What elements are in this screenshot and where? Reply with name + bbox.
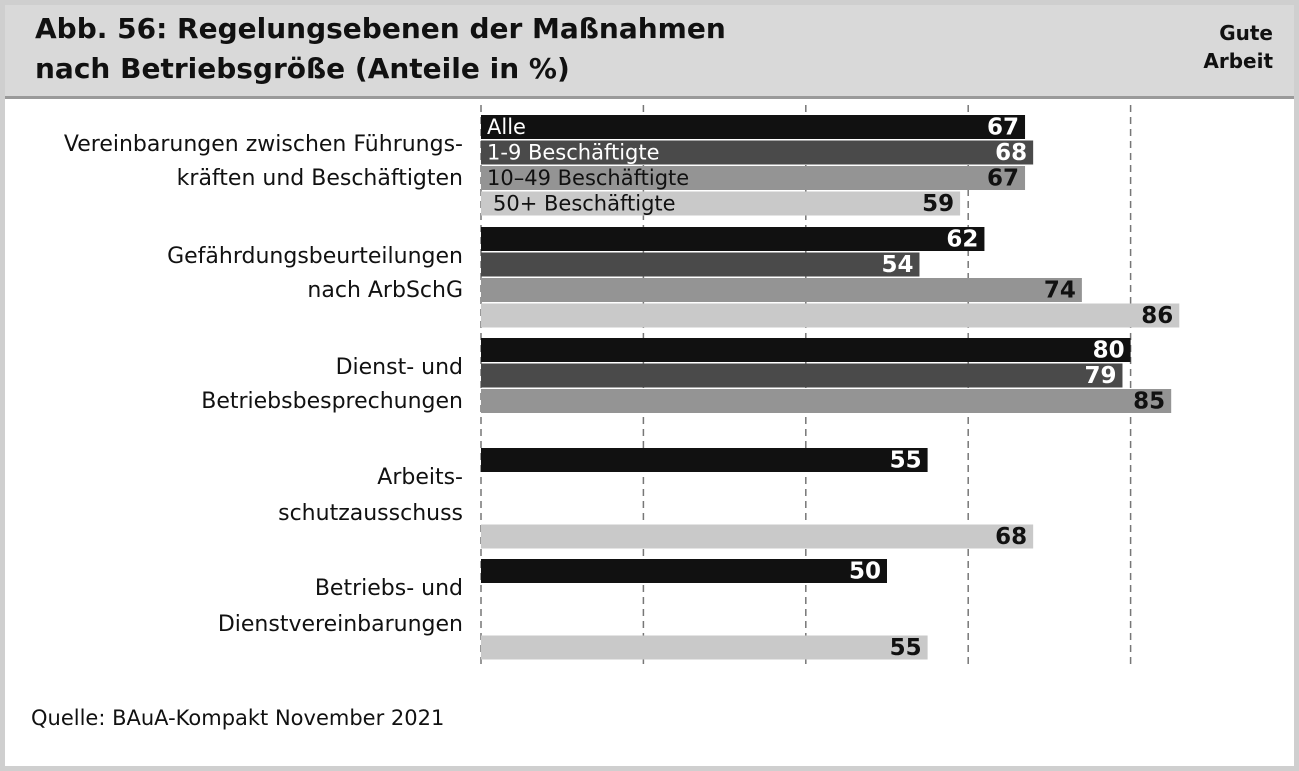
title-line-1: Abb. 56: Regelungsebenen der Maßnahmen <box>35 12 726 45</box>
logo-line-2: Arbeit <box>1203 49 1273 73</box>
data-label: 55 <box>890 448 922 474</box>
bar <box>481 191 961 216</box>
bar <box>481 227 985 251</box>
category-label: Arbeits- <box>377 465 463 490</box>
bar <box>481 524 1034 549</box>
bar <box>481 389 1172 413</box>
data-label: 68 <box>995 140 1027 166</box>
bar <box>481 303 1180 328</box>
gute-arbeit-logo: Gute Arbeit <box>1203 19 1273 75</box>
legend-label: Alle <box>487 115 526 139</box>
category-label: Betriebsbesprechungen <box>201 389 463 414</box>
title-line-2: nach Betriebsgröße (Anteile in %) <box>35 52 570 85</box>
category-label: Dienstvereinbarungen <box>218 612 463 637</box>
bar <box>481 252 920 277</box>
bar <box>481 278 1082 302</box>
bar <box>481 363 1123 388</box>
data-label: 62 <box>946 227 978 253</box>
figure-header: Abb. 56: Regelungsebenen der Maßnahmen n… <box>5 5 1294 99</box>
data-label: 54 <box>881 252 913 278</box>
bar <box>481 115 1026 139</box>
data-label: 50 <box>849 559 881 585</box>
bar <box>481 166 1026 190</box>
category-label: nach ArbSchG <box>307 278 463 303</box>
data-label: 67 <box>987 166 1019 192</box>
legend-label: 10–49 Beschäftigte <box>487 166 689 190</box>
source-note: Quelle: BAuA-Kompakt November 2021 <box>31 706 445 730</box>
bar <box>481 338 1131 362</box>
data-label: 68 <box>995 524 1027 550</box>
logo-line-1: Gute <box>1219 21 1273 45</box>
data-label: 85 <box>1133 389 1165 415</box>
legend-label: 50+ Beschäftigte <box>493 192 676 216</box>
category-label: schutzausschuss <box>278 501 463 526</box>
legend-label: 1-9 Beschäftigte <box>487 141 660 165</box>
bar <box>481 140 1034 165</box>
bar <box>481 635 928 660</box>
data-label: 74 <box>1044 278 1076 304</box>
category-label: Betriebs- und <box>315 576 463 601</box>
data-label: 79 <box>1084 363 1116 389</box>
bar <box>481 448 928 472</box>
data-label: 67 <box>987 115 1019 141</box>
data-label: 80 <box>1093 338 1125 364</box>
category-label: kräften und Beschäftigten <box>177 166 463 191</box>
data-label: 59 <box>922 191 954 217</box>
category-label: Gefährdungsbeurteilungen <box>167 244 463 269</box>
data-label: 55 <box>890 635 922 661</box>
bar <box>481 559 887 583</box>
figure-title: Abb. 56: Regelungsebenen der Maßnahmen n… <box>35 9 726 89</box>
category-label: Dienst- und <box>336 355 463 380</box>
data-label: 86 <box>1141 303 1173 329</box>
category-label: Vereinbarungen zwischen Führungs- <box>64 132 463 157</box>
